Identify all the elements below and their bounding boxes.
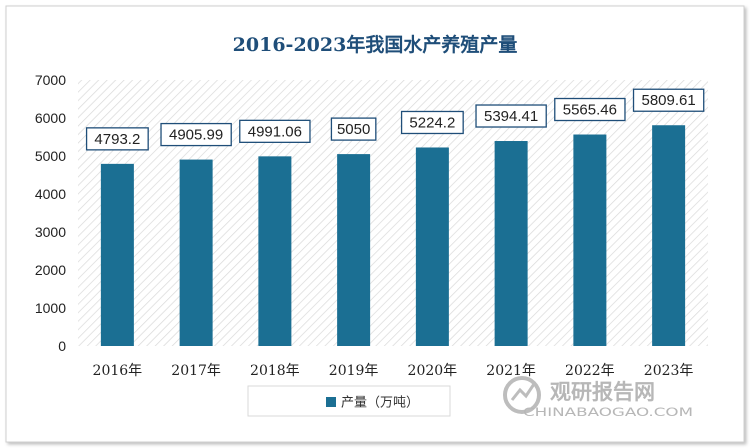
data-label-box [475,104,547,128]
legend-swatch [326,397,336,407]
y-tick-label: 5000 [35,148,66,164]
watermark-logo: 观研报告网 CHINABAOGAO.COM [503,376,693,419]
x-tick-label: 2023年 [644,363,694,379]
bar-series [100,125,686,346]
legend-label: 产量（万吨） [341,396,419,411]
y-tick-label: 7000 [35,72,66,88]
bar [494,141,528,346]
bar [179,159,213,346]
bar [573,134,607,346]
data-label: 5394.41 [484,108,538,125]
data-label-box [239,119,311,143]
watermark-icon [503,376,541,414]
bar [652,125,686,346]
data-label: 4991.06 [248,123,302,140]
x-tick-label: 2018年 [250,363,300,379]
data-label-box [632,88,705,112]
y-tick-label: 6000 [35,110,66,126]
chart-title: 2016-2023年我国水产养殖产量 [233,33,518,56]
legend-box [247,385,451,417]
data-label: 5050 [337,121,370,138]
x-tick-label: 2021年 [486,363,536,379]
x-tick-label: 2022年 [565,363,615,379]
watermark-text: 观研报告网 [550,380,655,404]
bar [415,147,449,346]
y-tick-label: 0 [58,338,66,354]
bar [337,154,371,346]
data-label: 5809.61 [642,92,696,109]
data-label-box [400,110,464,135]
y-tick-label: 1000 [35,300,66,316]
bar [100,163,134,346]
x-tick-label: 2020年 [408,363,458,379]
x-axis: 2016年 2017年 2018年 2019年 2020年 2021年 2022年 2023年 [93,363,694,379]
watermark-arrow-icon [510,383,536,401]
data-label-box [85,127,149,151]
data-label-box [160,122,232,147]
x-tick-label: 2016年 [93,363,143,379]
x-tick-label: 2019年 [329,363,379,379]
data-label: 5224.2 [409,114,455,131]
y-tick-label: 2000 [35,262,66,278]
data-label: 4793.2 [94,131,140,148]
watermark-domain: CHINABAOGAO.COM [523,405,693,419]
data-label: 5565.46 [563,102,617,119]
legend: 产量（万吨） [247,385,451,417]
x-tick-label: 2017年 [171,363,221,379]
data-label: 4905.99 [169,127,223,144]
data-label-box [330,117,377,141]
y-tick-label: 4000 [35,186,66,202]
data-labels: 4793.2 4905.99 4991.06 5050 5224.2 5394.41 556… [85,88,705,151]
y-axis: 0 1000 2000 3000 4000 5000 6000 7000 [35,72,66,354]
bar [258,156,292,346]
y-tick-label: 3000 [35,224,66,240]
data-label-box [554,97,626,122]
